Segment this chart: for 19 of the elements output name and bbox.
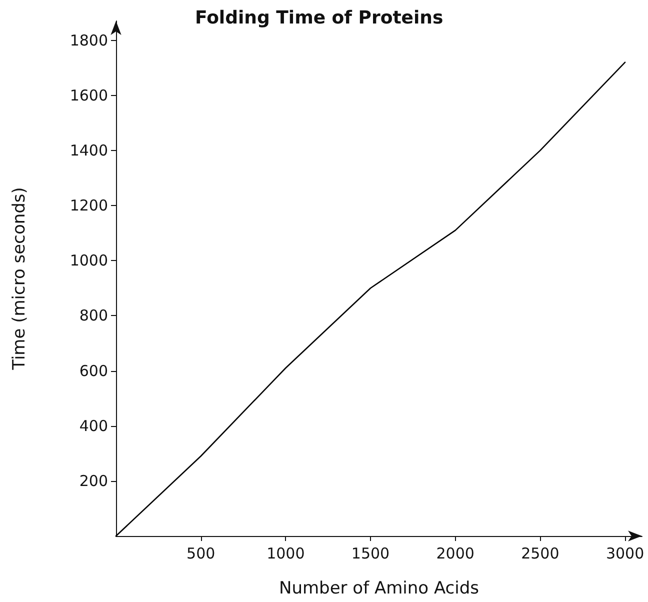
x-tick-label: 3000 (606, 544, 644, 562)
x-tick-label: 1500 (351, 544, 390, 562)
y-tick-label: 1800 (70, 31, 108, 50)
y-tick-label: 1600 (70, 86, 108, 104)
y-tick-label: 1400 (70, 141, 108, 160)
line-series (115, 62, 626, 537)
y-tick-label: 1000 (70, 252, 108, 270)
y-tick-label: 800 (79, 306, 108, 325)
y-tick-label: 600 (79, 362, 108, 380)
x-tick-label: 1000 (266, 544, 305, 562)
x-axis-title: Number of Amino Acids (278, 578, 480, 598)
x-tick-label: 2000 (436, 544, 474, 562)
y-tick-label: 400 (79, 416, 108, 435)
chart-title: Folding Time of Proteins (195, 8, 444, 28)
y-tick-label: 200 (79, 472, 108, 490)
y-axis-title: Time (micro seconds) (10, 187, 30, 371)
x-tick-label: 2500 (521, 544, 560, 562)
x-tick-label: 500 (186, 544, 216, 562)
y-tick-label: 1200 (70, 196, 108, 215)
